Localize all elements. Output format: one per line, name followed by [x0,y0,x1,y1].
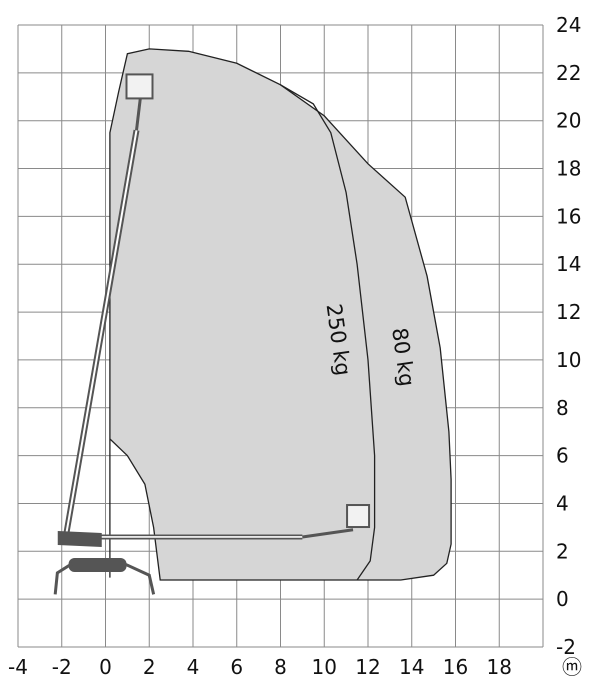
x-axis-ticks: -4 -2 0 2 4 6 8 10 12 14 16 18 [8,655,512,677]
x-tick-label: 12 [355,655,380,677]
turret [57,530,102,547]
outrigger-right [119,560,156,595]
y-tick-label: 22 [556,61,581,85]
x-tick-label: 16 [443,655,468,677]
jib-vertical [135,96,142,131]
envelope-areas [109,48,452,581]
boom-vertical-highlight [64,130,138,538]
y-tick-label: 18 [556,157,581,181]
y-tick-label: -2 [556,635,576,659]
x-tick-label: 4 [187,655,200,677]
y-tick-label: 10 [556,348,581,372]
x-tick-label: 10 [312,655,337,677]
x-tick-label: -2 [52,655,72,677]
y-tick-label: 4 [556,491,569,515]
y-tick-label: 20 [556,109,581,133]
y-tick-label: 0 [556,587,569,611]
x-tick-label: 14 [399,655,424,677]
x-tick-label: -4 [8,655,28,677]
outrigger-left [53,560,76,595]
unit-meters-label: ⓜ [562,655,582,677]
y-tick-label: 14 [556,252,581,276]
x-tick-label: 8 [274,655,287,677]
platform-basket-high [125,73,154,100]
track-base [68,558,127,573]
y-tick-label: 16 [556,204,581,228]
y-tick-label: 2 [556,539,569,563]
aerial-platform-machine [53,73,371,595]
y-tick-label: 8 [556,396,569,420]
y-tick-label: 24 [556,13,581,37]
x-tick-label: 6 [230,655,243,677]
y-tick-label: 6 [556,444,569,468]
x-tick-label: 18 [487,655,512,677]
x-tick-label: 0 [99,655,112,677]
platform-basket-low [346,504,371,529]
envelope-80kg-area [109,48,452,581]
y-tick-label: 12 [556,300,581,324]
x-tick-label: 2 [143,655,156,677]
envelope-250kg-boundary [280,84,376,581]
jib-horizontal [302,528,354,539]
